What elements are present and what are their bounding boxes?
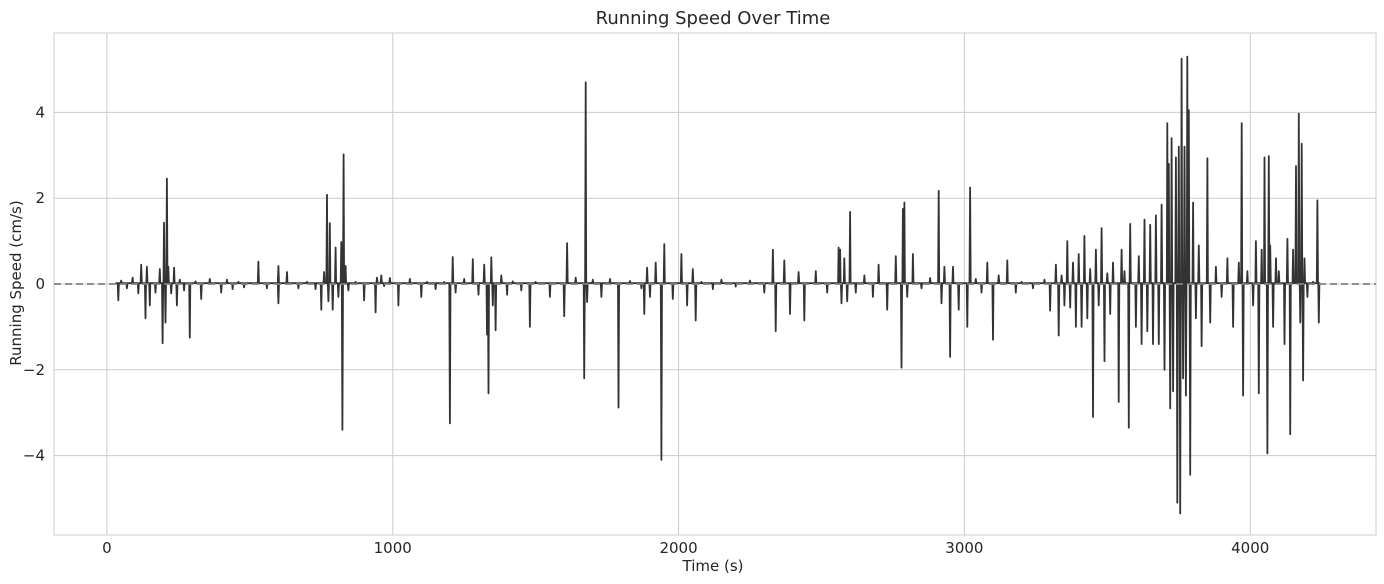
y-tick-label: −4 (23, 447, 45, 465)
y-tick-label: 2 (35, 189, 45, 207)
x-tick-label: 0 (102, 539, 112, 557)
series-group (115, 55, 1321, 515)
chart-title: Running Speed Over Time (596, 8, 831, 29)
x-tick-label: 2000 (659, 539, 697, 557)
y-axis-label: Running Speed (cm/s) (7, 200, 25, 365)
x-axis-label: Time (s) (682, 557, 744, 575)
x-tick-label: 4000 (1231, 539, 1269, 557)
x-tick-labels: 0 1000 2000 3000 4000 (102, 539, 1269, 557)
y-tick-label: 4 (35, 103, 45, 121)
y-tick-label: 0 (35, 275, 45, 293)
y-tick-label: −2 (23, 361, 45, 379)
x-tick-label: 3000 (945, 539, 983, 557)
y-tick-labels: −4 −2 0 2 4 (23, 103, 45, 464)
running-speed-line (115, 55, 1321, 515)
x-tick-label: 1000 (374, 539, 412, 557)
